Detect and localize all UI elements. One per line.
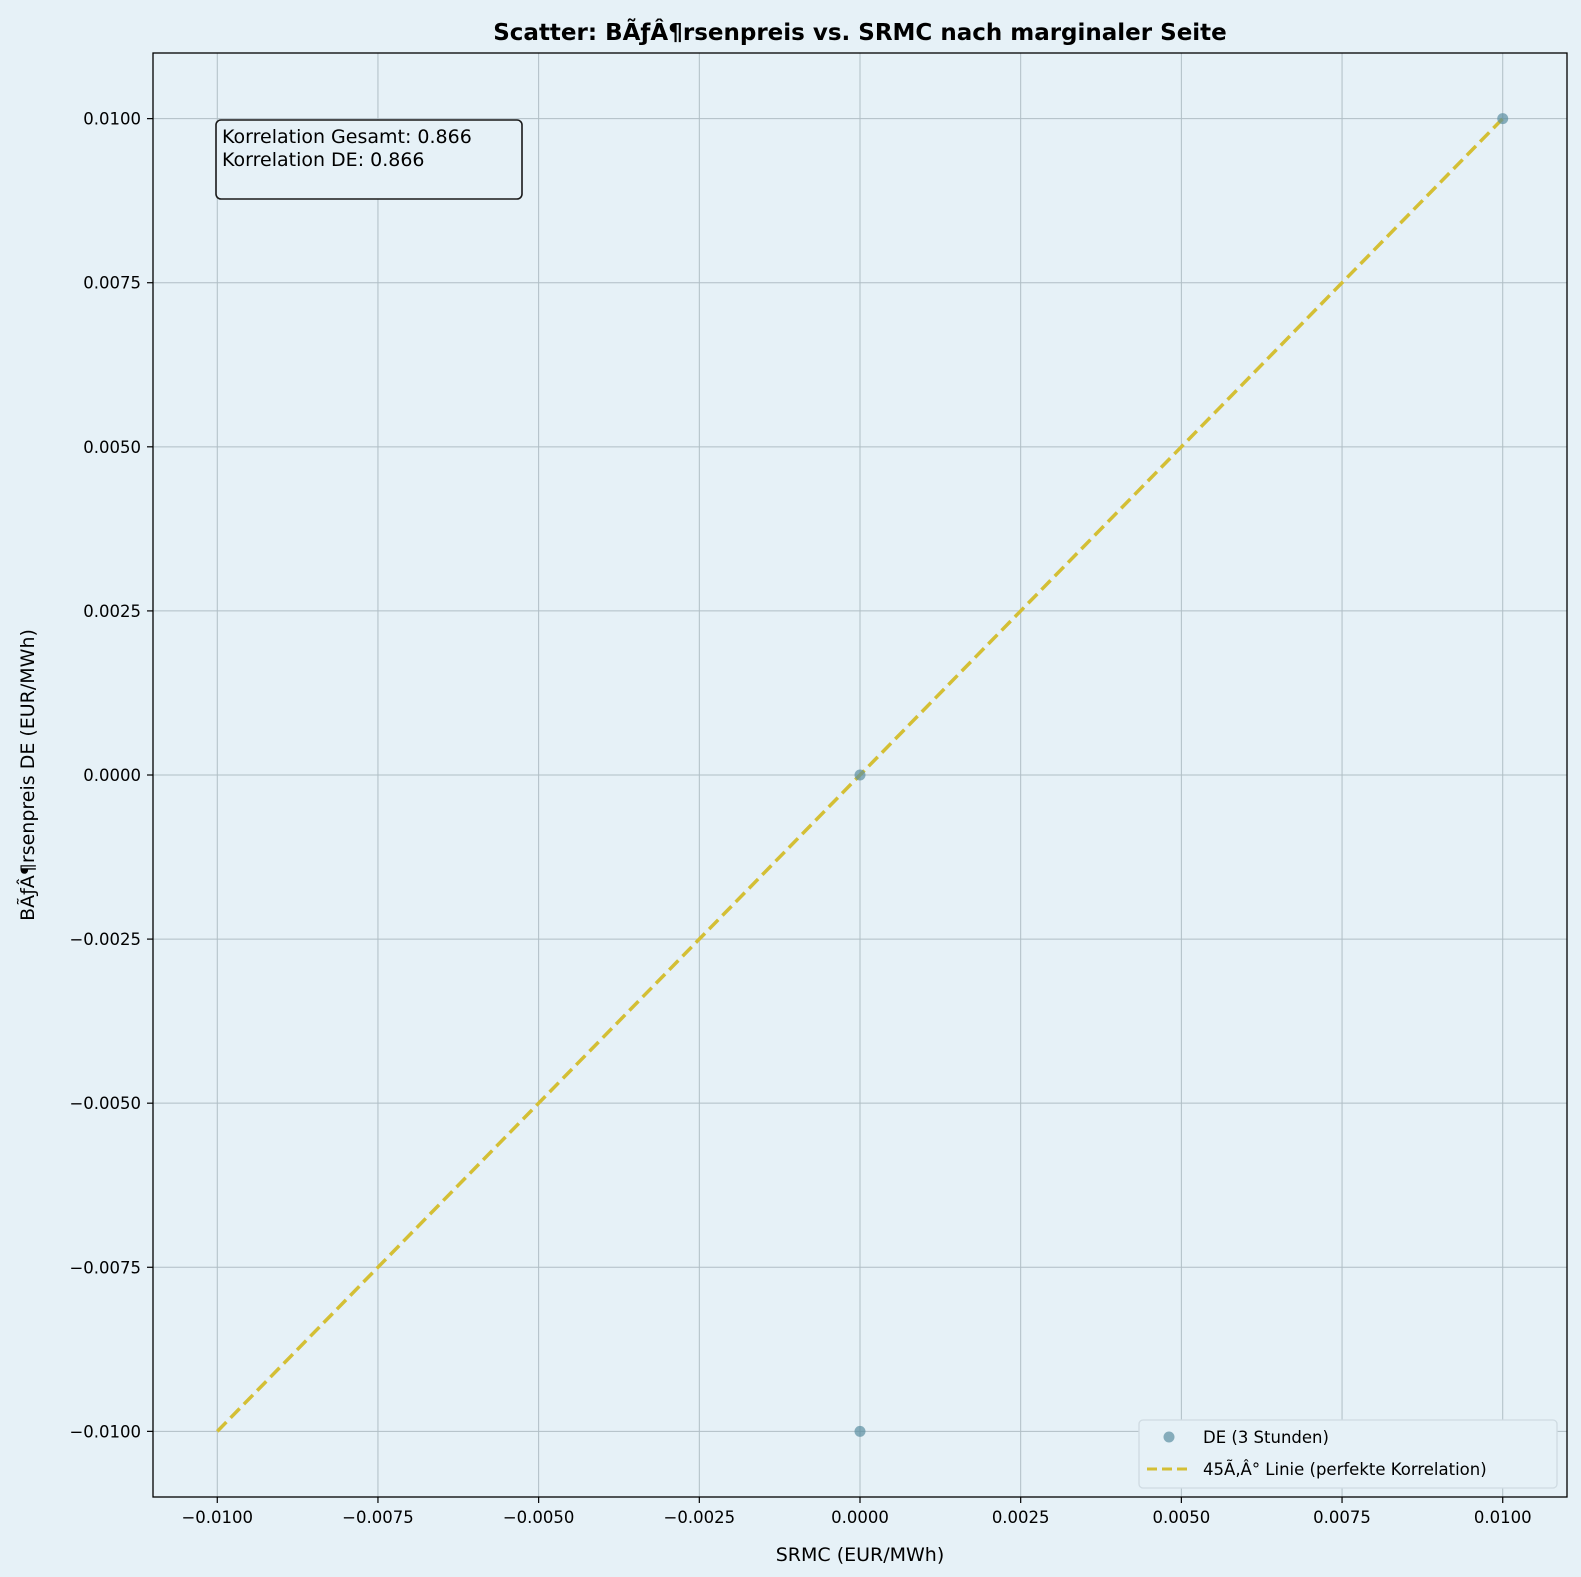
legend-scatter-marker — [1163, 1431, 1175, 1443]
annotation-line-de: Korrelation DE: 0.866 — [222, 149, 425, 171]
y-tick-label: 0.0025 — [83, 602, 141, 621]
y-tick-label: −0.0100 — [69, 1422, 141, 1441]
x-tick-label: 0.0000 — [831, 1508, 889, 1527]
series-layer — [216, 113, 1509, 1437]
legend-box — [1138, 1419, 1558, 1489]
x-tick-label: 0.0025 — [992, 1508, 1050, 1527]
y-tick-label: −0.0075 — [69, 1258, 141, 1277]
ticks: −0.0100 −0.0075 −0.0050 −0.0025 0.0000 0.0025… — [69, 110, 1531, 1527]
legend-label-scatter: DE (3 Stunden) — [1203, 1428, 1329, 1447]
y-tick-label: 0.0100 — [83, 110, 141, 129]
x-tick-label: −0.0075 — [342, 1508, 414, 1527]
y-tick-label: −0.0025 — [69, 930, 141, 949]
x-tick-label: −0.0025 — [664, 1508, 736, 1527]
x-axis-label: SRMC (EUR/MWh) — [776, 1544, 945, 1566]
x-tick-label: 0.0050 — [1152, 1508, 1210, 1527]
scatter-point — [854, 769, 866, 781]
scatter-point — [854, 1425, 866, 1437]
legend: DE (3 Stunden) 45Ã‚Â° Linie (perfekte Ko… — [1138, 1419, 1558, 1489]
y-tick-label: 0.0075 — [83, 274, 141, 293]
annotation-box — [215, 119, 523, 200]
correlation-annotation: Korrelation Gesamt: 0.866 Korrelation DE… — [215, 119, 523, 200]
legend-label-line: 45Ã‚Â° Linie (perfekte Korrelation) — [1203, 1460, 1487, 1479]
y-tick-label: 0.0000 — [83, 766, 141, 785]
annotation-line-total: Korrelation Gesamt: 0.866 — [222, 126, 472, 148]
y-tick-label: −0.0050 — [69, 1094, 141, 1113]
x-tick-label: 0.0075 — [1313, 1508, 1371, 1527]
y-tick-label: 0.0050 — [83, 438, 141, 457]
grid — [153, 53, 1567, 1497]
x-tick-label: −0.0050 — [503, 1508, 575, 1527]
y-axis-label: BÃƒÂ¶rsenpreis DE (EUR/MWh) — [16, 629, 39, 921]
scatter-point — [1497, 113, 1509, 125]
chart-title: Scatter: BÃƒÂ¶rsenpreis vs. SRMC nach ma… — [493, 18, 1227, 46]
x-tick-label: −0.0100 — [181, 1508, 253, 1527]
x-tick-label: 0.0100 — [1474, 1508, 1532, 1527]
